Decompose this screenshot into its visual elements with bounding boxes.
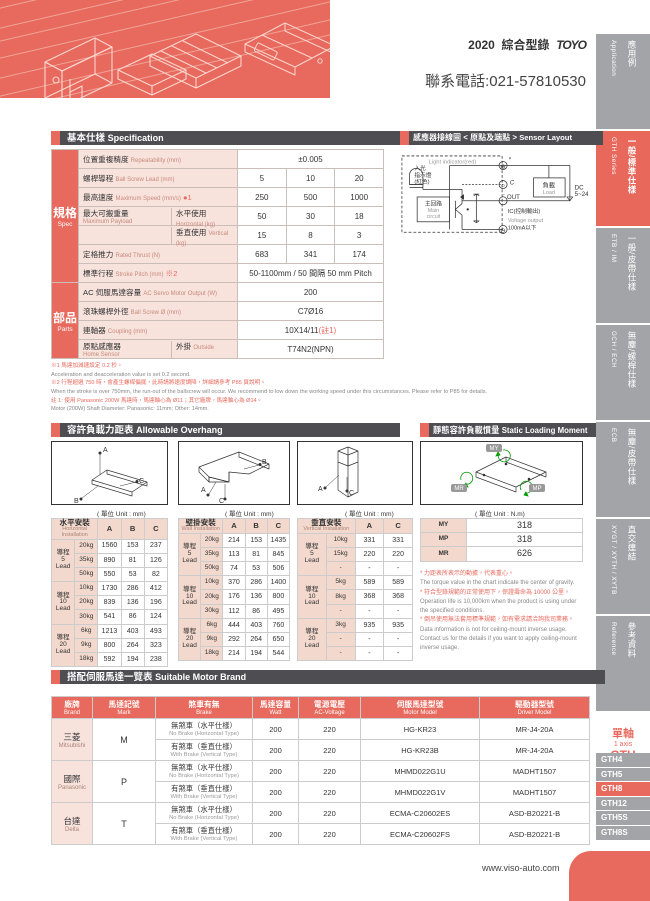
svg-text:B: B xyxy=(74,498,79,505)
svg-text:C: C xyxy=(219,498,224,505)
svg-text:IC(控制輸出): IC(控制輸出) xyxy=(508,207,540,215)
svg-text:A: A xyxy=(201,487,206,494)
svg-text:A: A xyxy=(318,486,323,493)
svg-text:A: A xyxy=(103,447,108,454)
svg-text:○: ○ xyxy=(501,182,505,189)
svg-text:100mA以下: 100mA以下 xyxy=(508,224,537,231)
svg-text:5~24V: 5~24V xyxy=(575,191,588,198)
svg-text:主回路: 主回路 xyxy=(425,200,442,208)
svg-text:C: C xyxy=(349,490,354,497)
svg-text:MY: MY xyxy=(490,446,499,452)
svg-text:C: C xyxy=(139,478,144,485)
svg-text:MP: MP xyxy=(533,486,542,492)
svg-text:-: - xyxy=(503,192,505,198)
svg-text:circuit: circuit xyxy=(427,214,441,220)
svg-text:入光: 入光 xyxy=(414,164,426,172)
svg-text:指示燈: 指示燈 xyxy=(414,171,431,179)
svg-text:B: B xyxy=(262,459,267,466)
svg-text:Voltage output: Voltage output xyxy=(508,218,544,224)
svg-text:C: C xyxy=(510,180,515,187)
svg-text:MR: MR xyxy=(454,486,464,492)
svg-text:OUT: OUT xyxy=(507,194,520,201)
svg-text:Load: Load xyxy=(543,190,555,196)
svg-text:*: * xyxy=(509,157,512,164)
svg-text:⊕: ⊕ xyxy=(500,163,506,170)
svg-text:Light indicator(red): Light indicator(red) xyxy=(429,160,477,166)
svg-text:(紅色): (紅色) xyxy=(414,178,429,186)
svg-text:⊖: ⊖ xyxy=(500,227,506,234)
svg-text:負載: 負載 xyxy=(543,181,555,189)
